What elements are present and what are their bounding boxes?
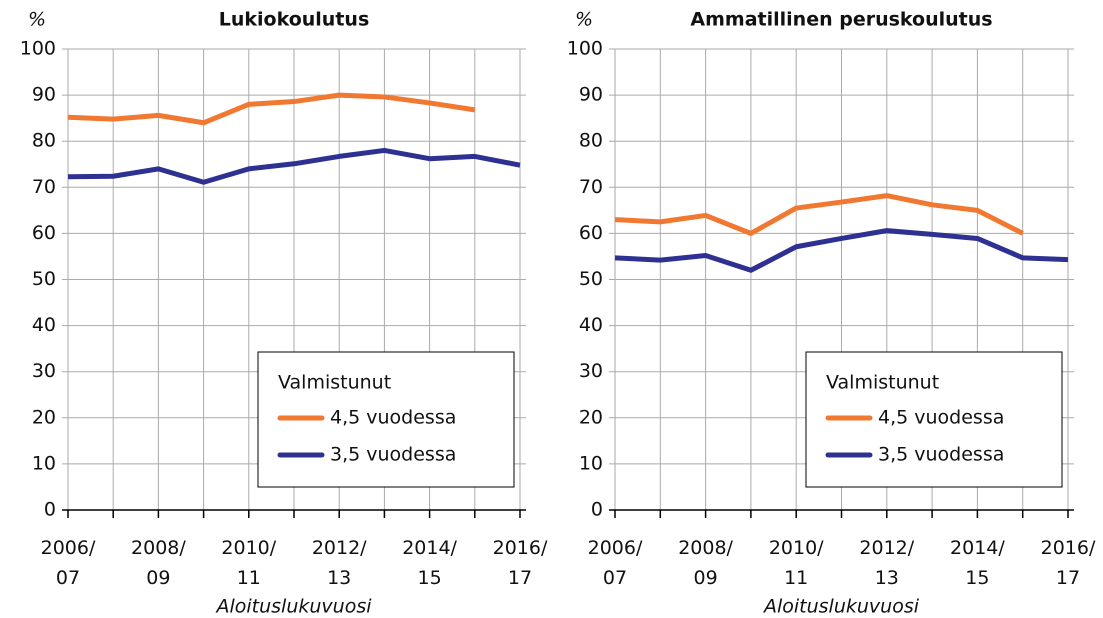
x-tick-label: 2016/17 [493,537,548,589]
y-unit: % [575,9,593,31]
x-tick-label: 2016/17 [1041,537,1096,589]
y-tick-label: 100 [20,38,56,60]
x-tick-label: 2010/11 [221,537,276,589]
y-tick-label: 40 [579,314,603,336]
y-tick-label: 40 [32,314,56,336]
x-axis-label: Aloituslukuvuosi [762,596,920,618]
x-tick-label: 2008/09 [678,537,733,589]
y-tick-label: 80 [579,130,603,152]
line-series [614,228,1069,273]
legend-title: Valmistunut [278,372,391,394]
x-tick-label: 2014/15 [950,537,1005,589]
y-tick-label: 20 [579,406,603,428]
line-series [67,92,476,126]
y-tick-label: 60 [579,222,603,244]
y-tick-label: 80 [32,130,56,152]
y-tick-label: 50 [32,268,56,290]
chart-title: Lukiokoulutus [219,9,370,31]
y-tick-label: 70 [32,176,56,198]
line-series [67,147,521,185]
y-tick-label: 30 [579,360,603,382]
y-unit: % [28,9,46,31]
legend-label: 4,5 vuodessa [330,407,456,429]
x-tick-label: 2006/07 [588,537,643,589]
y-tick-label: 50 [579,268,603,290]
y-tick-label: 90 [32,84,56,106]
x-axis-label: Aloituslukuvuosi [214,596,372,618]
x-tick-label: 2014/15 [402,537,457,589]
legend-label: 3,5 vuodessa [330,444,456,466]
y-tick-label: 70 [579,176,603,198]
legend-label: 4,5 vuodessa [878,407,1004,429]
y-tick-label: 0 [44,499,56,521]
y-tick-label: 100 [567,38,603,60]
x-tick-label: 2012/13 [859,537,914,589]
y-tick-label: 30 [32,360,56,382]
legend-title: Valmistunut [826,372,939,394]
x-tick-label: 2006/07 [41,537,96,589]
x-tick-label: 2008/09 [131,537,186,589]
chart-title: Ammatillinen peruskoulutus [690,9,992,31]
y-tick-label: 20 [32,406,56,428]
x-tick-label: 2010/11 [769,537,824,589]
line-series [614,193,1024,236]
y-tick-label: 60 [32,222,56,244]
x-tick-label: 2012/13 [312,537,367,589]
y-tick-label: 10 [579,452,603,474]
y-tick-label: 10 [32,452,56,474]
legend-label: 3,5 vuodessa [878,444,1004,466]
y-tick-label: 0 [591,499,603,521]
y-tick-label: 90 [579,84,603,106]
